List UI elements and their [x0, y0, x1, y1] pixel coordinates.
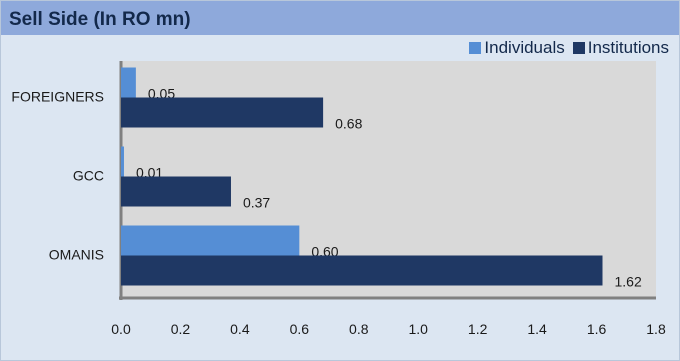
legend-label-individuals: Individuals — [484, 38, 565, 57]
category-label: GCC — [73, 168, 104, 184]
legend-swatch-institutions — [572, 42, 585, 54]
x-tick-label: 1.4 — [527, 321, 547, 337]
x-tick-label: 0.0 — [111, 321, 131, 337]
chart-legend: Individuals Institutions — [461, 38, 669, 58]
x-tick-label: 1.0 — [408, 321, 428, 337]
x-tick-label: 0.6 — [290, 321, 310, 337]
legend-item-individuals: Individuals — [469, 38, 565, 58]
bar — [121, 97, 324, 128]
legend-label-institutions: Institutions — [587, 38, 669, 57]
category-label: FOREIGNERS — [11, 89, 104, 105]
data-label: 0.37 — [243, 195, 270, 211]
title-bar: Sell Side (In RO mn) — [1, 1, 679, 35]
x-tick-label: 0.2 — [171, 321, 191, 337]
data-label: 1.62 — [615, 274, 642, 290]
x-tick-label: 1.6 — [587, 321, 607, 337]
legend-swatch-individuals — [469, 42, 482, 54]
bar — [121, 67, 136, 98]
category-label: OMANIS — [49, 247, 104, 263]
bar — [121, 225, 300, 256]
bar — [121, 146, 124, 177]
x-tick-label: 0.8 — [349, 321, 369, 337]
data-label: 0.68 — [335, 116, 362, 132]
bar — [121, 255, 603, 286]
chart-title: Sell Side (In RO mn) — [9, 9, 191, 30]
bar — [121, 176, 231, 207]
x-tick-label: 0.4 — [230, 321, 250, 337]
legend-item-institutions: Institutions — [572, 38, 669, 58]
x-tick-label: 1.8 — [646, 321, 666, 337]
x-tick-label: 1.2 — [468, 321, 488, 337]
